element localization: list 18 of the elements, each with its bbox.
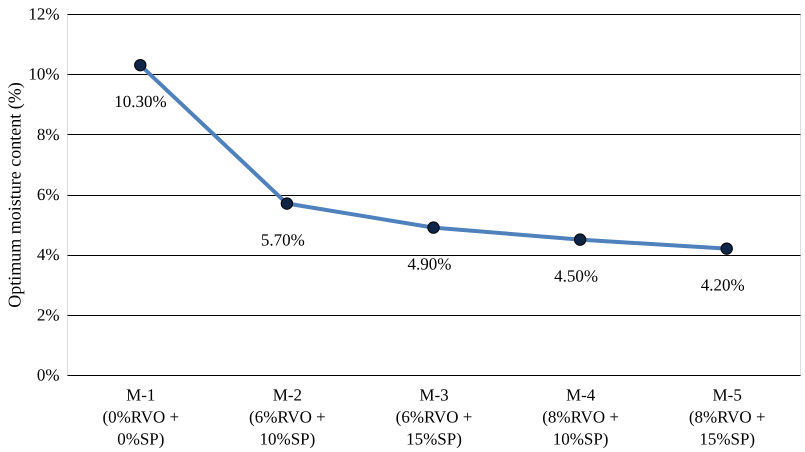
x-tick-label: M-3 (6%RVO + 15%SP) (396, 386, 472, 448)
y-tick-label: 6% (36, 185, 60, 204)
x-tick-label: M-4 (8%RVO + 10%SP) (542, 386, 619, 448)
x-tick-label: M-1 (0%RVO + 0%SP) (102, 386, 180, 448)
y-tick-label: 8% (36, 124, 60, 144)
text: 5.70% (260, 230, 305, 250)
text: 4.90% (408, 254, 452, 274)
y-axis-title: Optimum moisture content (%) (4, 82, 24, 308)
x-tick-label: M-2 (6%RVO + 10%SP) (249, 386, 326, 448)
text: 10.30% (114, 92, 167, 112)
x-tick-label: M-5 (8%RVO + 15%SP) (688, 386, 766, 448)
y-tick-label: 12% (28, 4, 60, 24)
y-tick-label: 10% (28, 64, 60, 84)
y-tick-label: 4% (36, 245, 60, 264)
text: 4.50% (554, 266, 598, 286)
text: 4.20% (700, 276, 745, 295)
y-tick-label: 2% (36, 305, 60, 324)
y-tick-label: 0% (36, 366, 60, 384)
